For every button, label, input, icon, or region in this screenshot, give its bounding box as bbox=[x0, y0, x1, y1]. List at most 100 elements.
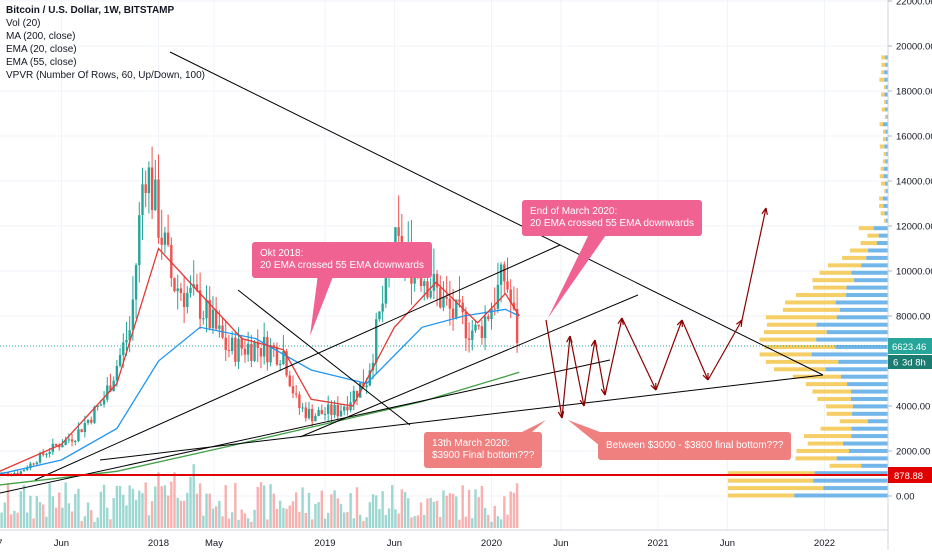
vpvr-bar-down bbox=[883, 129, 886, 134]
volume-bar bbox=[304, 513, 307, 528]
chart-legend[interactable]: Bitcoin / U.S. Dollar, 1W, BITSTAMP Vol … bbox=[6, 4, 205, 82]
projection-arrows bbox=[545, 207, 768, 419]
candle-up bbox=[35, 462, 39, 465]
vpvr-bar-up bbox=[867, 419, 888, 424]
volume-bar bbox=[13, 510, 16, 528]
vpvr-bar-down bbox=[879, 196, 883, 201]
volume-bar bbox=[10, 514, 13, 528]
volume-bar bbox=[461, 485, 464, 528]
candle-down bbox=[160, 237, 163, 245]
volume-bar bbox=[35, 496, 39, 528]
price-axis[interactable]: 22000.00 20000.00 18000.00 16000.00 14000.00… bbox=[887, 0, 932, 550]
volume-bar bbox=[202, 515, 205, 528]
volume-bar bbox=[208, 493, 211, 528]
volume-bar bbox=[314, 503, 317, 528]
candle-up bbox=[128, 330, 131, 340]
candle-up bbox=[186, 292, 189, 307]
vpvr-bar-down bbox=[850, 248, 869, 253]
vpvr-bar-down bbox=[812, 278, 855, 283]
candle-up bbox=[455, 299, 458, 318]
candle-up bbox=[262, 336, 266, 357]
price-tick-label: 10000.00 bbox=[896, 267, 932, 278]
vpvr-bar-down bbox=[867, 233, 879, 238]
price-tick-label: 2000.00 bbox=[896, 447, 930, 458]
candle-down bbox=[182, 293, 186, 307]
volume-bar bbox=[118, 486, 122, 528]
candle-up bbox=[141, 184, 144, 216]
volume-bar bbox=[61, 507, 64, 528]
volume-bar bbox=[298, 511, 301, 528]
candle-up bbox=[99, 404, 103, 406]
volume-bar bbox=[439, 517, 442, 528]
candle-down bbox=[150, 167, 154, 211]
candle-down bbox=[208, 299, 211, 329]
vpvr-bar-up bbox=[851, 426, 888, 431]
callout-okt2018-line2: 20 EMA crossed 55 EMA downwards bbox=[260, 260, 424, 271]
vpvr-bar-up bbox=[885, 55, 888, 60]
vpvr-bar-up bbox=[816, 322, 888, 327]
volume-bar bbox=[515, 483, 519, 528]
callout-march13-line2: $3900 Final bottom??? bbox=[432, 450, 535, 461]
indicator-ema55[interactable]: EMA (55, close) bbox=[6, 57, 77, 68]
time-tick-label: Jun bbox=[553, 538, 568, 549]
vpvr-bar-up bbox=[839, 307, 888, 312]
candle-up bbox=[64, 439, 67, 446]
level-label: 878.88 bbox=[894, 471, 923, 482]
candle-up bbox=[490, 308, 493, 320]
volume-bar bbox=[6, 483, 10, 528]
vpvr-bar-up bbox=[883, 174, 888, 179]
vpvr-bar-up bbox=[846, 293, 888, 298]
candle-down bbox=[224, 337, 227, 350]
volume-bar bbox=[246, 518, 250, 528]
vpvr-bar-up bbox=[868, 248, 888, 253]
vpvr-bar-up bbox=[885, 218, 888, 223]
volume-bar bbox=[368, 502, 372, 528]
vpvr-bar-down bbox=[884, 114, 887, 119]
vpvr-bar-up bbox=[843, 441, 888, 446]
vpvr-bar-down bbox=[858, 226, 874, 231]
vpvr-bar-up bbox=[866, 255, 888, 260]
vpvr-bar-down bbox=[881, 55, 886, 60]
indicator-vpvr[interactable]: VPVR (Number Of Rows, 60, Up/Down, 100) bbox=[6, 70, 205, 81]
volume-bar bbox=[48, 483, 51, 528]
vpvr-bar-down bbox=[813, 285, 847, 290]
vpvr-bar-up bbox=[883, 203, 888, 208]
vpvr-bar-up bbox=[825, 367, 888, 372]
volume-bar bbox=[435, 500, 439, 528]
candle-up bbox=[176, 288, 179, 292]
candle-up bbox=[237, 338, 240, 362]
volume-bar bbox=[429, 497, 432, 528]
volume-bar bbox=[310, 519, 314, 528]
volume-bar bbox=[378, 508, 381, 528]
candle-up bbox=[48, 451, 51, 454]
vpvr-bar-down bbox=[884, 99, 887, 104]
time-tick-label: Jun bbox=[387, 538, 402, 549]
volume-bar bbox=[394, 509, 397, 528]
candle-down bbox=[166, 232, 170, 245]
projection-arrow bbox=[621, 317, 657, 391]
ma200-line bbox=[0, 371, 520, 486]
volume-bar bbox=[3, 502, 7, 528]
vpvr-bar-down bbox=[826, 411, 853, 416]
candle-down bbox=[355, 390, 359, 398]
candle-down bbox=[109, 385, 112, 392]
candle-up bbox=[83, 423, 87, 433]
candle-down bbox=[291, 386, 295, 394]
vpvr-bar-down bbox=[817, 396, 851, 401]
indicator-vol[interactable]: Vol (20) bbox=[6, 18, 41, 29]
candle-up bbox=[246, 343, 250, 355]
candle-up bbox=[29, 463, 32, 469]
symbol-title[interactable]: Bitcoin / U.S. Dollar, 1W, BITSTAMP bbox=[6, 5, 175, 16]
time-axis[interactable]: 2017 Jun 2018 May 2019 Jun 2020 Jun 2021 Jun 2022 bbox=[0, 529, 888, 549]
indicator-ma200[interactable]: MA (200, close) bbox=[6, 31, 76, 42]
volume-bar bbox=[58, 492, 61, 528]
volume-bar bbox=[192, 464, 195, 528]
volume-bar bbox=[451, 493, 455, 528]
indicator-ema20[interactable]: EMA (20, close) bbox=[6, 44, 77, 55]
vpvr-bar-down bbox=[820, 426, 852, 431]
volume-bar bbox=[144, 482, 147, 528]
volume-bar bbox=[195, 493, 199, 528]
volume-bar bbox=[352, 518, 356, 528]
